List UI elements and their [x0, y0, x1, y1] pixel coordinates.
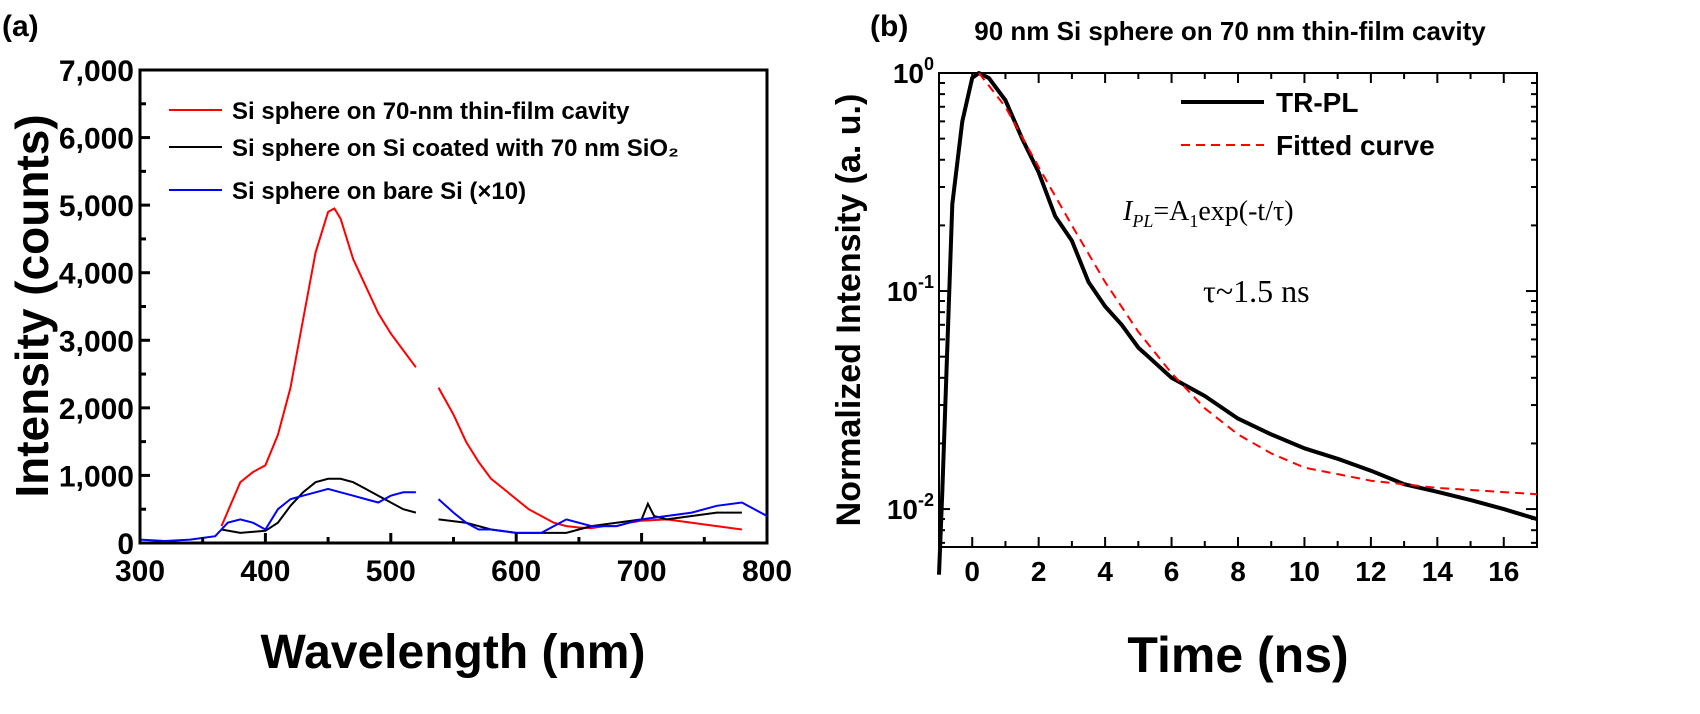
eq-rest: exp(-t/τ) [1198, 196, 1293, 227]
x-tick-label-b: 4 [1097, 556, 1113, 587]
series-b-fitted-curve [978, 72, 1538, 496]
series-a-2-segment-1 [437, 498, 768, 534]
y-tick-label-a: 4,000 [59, 258, 134, 291]
x-tick-label-a: 300 [115, 555, 165, 588]
series-a-2-segment-0 [139, 487, 416, 543]
series-a-0-segment-0 [220, 207, 417, 527]
chart-title-b: 90 nm Si sphere on 70 nm thin-film cavit… [974, 16, 1486, 46]
legend-b: TR-PL Fitted curve [1181, 87, 1435, 161]
y-tick-label-a: 1,000 [59, 460, 134, 493]
x-tick-label-a: 600 [491, 555, 541, 588]
y-tick-base-b: 10 [887, 494, 918, 525]
legend-label-trpl: TR-PL [1276, 87, 1358, 118]
x-tick-label-a: 800 [742, 555, 792, 588]
y-axis-title-b: Normalized Intensity (a. u.) [830, 94, 868, 527]
eq-sub-pl: PL [1131, 211, 1153, 231]
series-a-1-segment-0 [221, 477, 417, 534]
y-tick-exponent-b: -1 [918, 272, 934, 292]
y-tick-label-b: 100 [893, 54, 934, 89]
x-tick-label-a: 400 [240, 555, 290, 588]
legend-a: Si sphere on 70-nm thin-film cavity Si s… [169, 98, 679, 205]
x-tick-label-b: 16 [1488, 556, 1519, 587]
y-tick-base-b: 10 [893, 58, 924, 89]
y-tick-label-b: 10-2 [887, 490, 934, 525]
legend-label-red: Si sphere on 70-nm thin-film cavity [232, 98, 630, 125]
chart-a: 300 400 500 600 700 800 0 1,000 2,000 3,000 4,000 5… [6, 55, 792, 679]
y-tick-label-a: 7,000 [59, 55, 134, 88]
plot-frame-b [938, 72, 1538, 548]
y-tick-label-b: 10-1 [887, 272, 934, 307]
equation-annotation: IPL=A1exp(-t/τ) [1122, 196, 1294, 231]
tau-annotation: τ~1.5 ns [1203, 273, 1310, 309]
y-tick-label-a: 2,000 [59, 393, 134, 426]
eq-sub-1: 1 [1189, 211, 1198, 231]
x-tick-label-b: 10 [1289, 556, 1320, 587]
y-tick-exponent-b: -2 [918, 490, 934, 510]
x-tick-label-b: 8 [1230, 556, 1246, 587]
panel-b-label: (b) [870, 10, 908, 43]
x-tick-label-a: 500 [366, 555, 416, 588]
panel-a-label: (a) [2, 10, 39, 43]
y-tick-label-a: 6,000 [59, 123, 134, 156]
eq-eq: =A [1153, 196, 1190, 227]
legend-label-blue: Si sphere on bare Si (×10) [232, 178, 526, 205]
eq-I: I [1122, 196, 1134, 227]
series-b-tr-pl [937, 71, 1538, 575]
x-tick-label-a: 700 [617, 555, 667, 588]
legend-label-fit: Fitted curve [1276, 130, 1435, 161]
x-tick-label-b: 14 [1422, 556, 1454, 587]
x-axis-title-a: Wavelength (nm) [261, 626, 646, 679]
y-tick-base-b: 10 [887, 276, 918, 307]
x-axis-title-b: Time (ns) [1127, 627, 1348, 683]
y-axis-title-a: Intensity (counts) [6, 114, 58, 497]
x-tick-label-b: 0 [964, 556, 980, 587]
series-a-0-segment-1 [437, 387, 743, 531]
chart-b: 90 nm Si sphere on 70 nm thin-film cavit… [830, 16, 1538, 683]
y-tick-label-a: 5,000 [59, 190, 134, 223]
y-tick-exponent-b: 0 [924, 54, 934, 74]
x-tick-label-b: 12 [1355, 556, 1386, 587]
legend-label-black: Si sphere on Si coated with 70 nm SiO₂ [232, 135, 679, 162]
x-tick-label-b: 2 [1031, 556, 1047, 587]
y-tick-label-a: 0 [117, 528, 134, 561]
x-tick-label-b: 6 [1164, 556, 1180, 587]
y-tick-label-a: 3,000 [59, 325, 134, 358]
